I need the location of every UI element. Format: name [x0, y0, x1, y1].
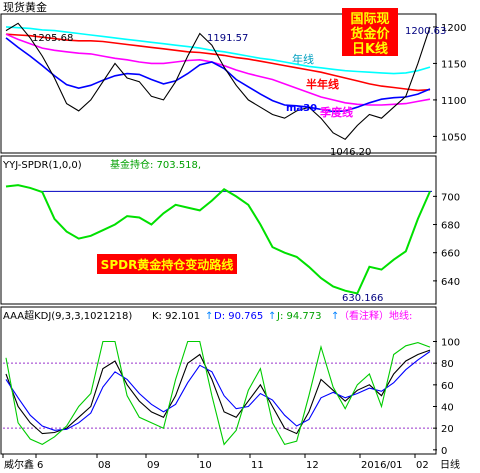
x-tick-label: 11: [251, 460, 264, 471]
kdj-k-value: K: 92.101: [152, 311, 200, 322]
price-panel: 1200 1150 1100 1050: [5, 22, 466, 143]
kdj-ytick-label: 100: [441, 338, 460, 349]
kdj-d-value: D: 90.765: [214, 311, 263, 322]
annotation-1191-57: 1191.57: [207, 33, 248, 44]
legend-year-line: 年线: [292, 52, 314, 66]
spdr-banner-box: [97, 254, 237, 274]
x-axis: 威尔鑫 6 08 09 10 11 12 2016/01 02: [2, 454, 429, 471]
kdj-series-1: [5, 351, 431, 431]
x-axis-end-label: 日线: [440, 458, 460, 471]
kdj-ytick-label: 60: [441, 381, 454, 392]
annotation-1205-68: 1205.68: [32, 33, 73, 44]
kdj-k-arrow: ↑: [205, 311, 213, 322]
kdj-ytick-label: 20: [441, 424, 454, 435]
price-banner-line-3: 日K线: [352, 41, 388, 57]
price-ytick-label: 1100: [441, 96, 466, 107]
spdr-ytick-label: 660: [441, 249, 460, 260]
kdj-d-arrow: ↑: [268, 311, 276, 322]
spdr-ytick-label: 680: [441, 221, 460, 232]
kdj-panel-frame: [0, 306, 437, 455]
x-tick-label: 10: [199, 460, 212, 471]
x-tick-label: 08: [98, 460, 111, 471]
price-banner-box: [342, 8, 398, 56]
spdr-panel: 700 680 660 640: [5, 184, 460, 295]
kdj-ytick-label: 80: [441, 359, 454, 370]
spdr-banner: SPDR黄金持仓变动路线: [101, 257, 234, 272]
annotation-630-166: 630.166: [342, 293, 383, 304]
spdr-subtitle: 基金持仓: 703.518,: [110, 158, 201, 171]
x-tick-label: 09: [147, 460, 160, 471]
kdj-title: AAA超KDJ(9,3,3,1021218): [3, 309, 132, 322]
price-title: 现货黄金: [3, 0, 47, 14]
kdj-j-value: J: 94.773: [276, 311, 322, 322]
kdj-note: （看注释）地线:: [339, 309, 412, 322]
price-series-4: [5, 22, 431, 140]
kdj-series-0: [5, 349, 431, 435]
legend-ma30: ma30: [286, 103, 317, 114]
x-tick-label: 12: [306, 460, 319, 471]
kdj-ytick-label: 0: [441, 446, 447, 457]
price-series-1: [5, 33, 431, 92]
annotation-1200-63: 1200.63: [405, 26, 446, 37]
legend-quarter-line: 季度线: [319, 105, 353, 119]
x-tick-label: 威尔鑫: [4, 458, 34, 471]
price-series-2: [5, 33, 431, 106]
kdj-panel: 100 80 60 40 20 0: [3, 338, 460, 457]
price-ytick-label: 1200: [441, 23, 466, 34]
price-banner-line-2: 货金价: [350, 26, 390, 42]
legend-half-year-line: 半年线: [306, 77, 339, 91]
price-banner-line-1: 国际现: [350, 12, 389, 27]
kdj-j-arrow: ↑: [331, 311, 339, 322]
annotation-1046-20: 1046.20: [330, 147, 371, 158]
price-ytick-label: 1150: [441, 59, 466, 70]
price-series-0: [5, 26, 431, 75]
x-tick-label: 02: [416, 460, 429, 471]
x-tick-label: 2016/01: [361, 460, 403, 471]
spdr-series-0: [5, 184, 431, 295]
kdj-series-2: [5, 340, 431, 446]
spdr-ytick-label: 640: [441, 277, 460, 288]
price-series-3: [5, 37, 431, 113]
x-tick-label: 6: [37, 460, 43, 471]
price-ytick-label: 1050: [441, 132, 466, 143]
spdr-ytick-label: 700: [441, 192, 460, 203]
kdj-ytick-label: 40: [441, 403, 454, 414]
spdr-title: YYJ-SPDR(1,0,0): [2, 160, 82, 171]
